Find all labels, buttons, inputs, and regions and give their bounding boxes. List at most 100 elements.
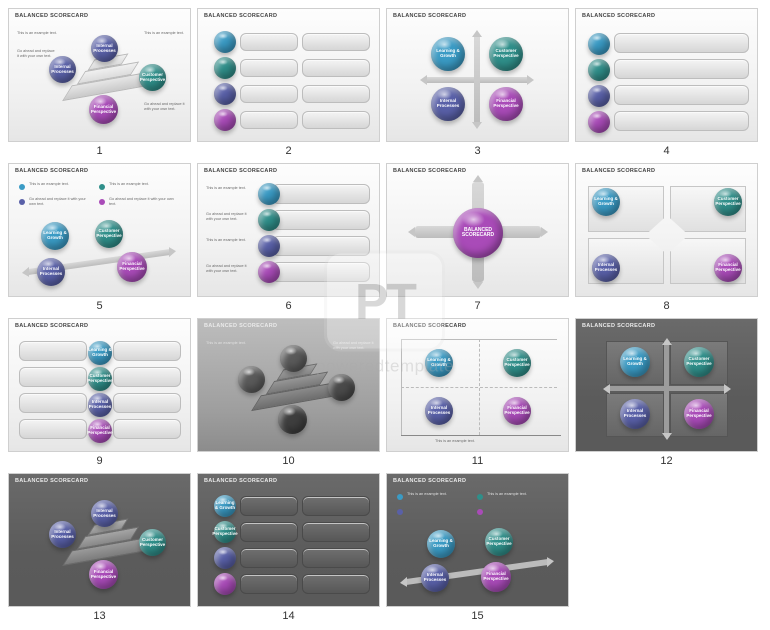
slide-7[interactable]: BALANCED SCORECARD BALANCED SCORECARD — [386, 163, 569, 297]
sphere-internal: Internal Processes — [620, 399, 650, 429]
sphere — [588, 33, 610, 55]
slide-10[interactable]: BALANCED SCORECARD This is an example te… — [197, 318, 380, 452]
slide-8[interactable]: BALANCED SCORECARD Learning & Growth Cus… — [575, 163, 758, 297]
bullet — [397, 494, 403, 500]
slide-cell: BALANCED SCORECARD Learning & Growth Cus… — [575, 318, 758, 467]
slide-number: 15 — [386, 610, 569, 622]
slide-13[interactable]: BALANCED SCORECARD Internal Processes In… — [8, 473, 191, 607]
txt: This is an example text. — [206, 186, 252, 191]
sphere — [214, 31, 236, 53]
slide-cell: BALANCED SCORECARD This is an example te… — [197, 318, 380, 467]
pill — [272, 236, 370, 256]
pill — [240, 33, 298, 51]
pill — [302, 59, 370, 77]
sphere-financial: Financial Perspective — [684, 399, 714, 429]
pill — [240, 496, 298, 516]
sphere — [238, 366, 265, 393]
sphere-internal: Internal Processes — [592, 254, 620, 282]
pill — [240, 574, 298, 594]
bullet — [477, 509, 483, 515]
axis-bottom — [401, 435, 561, 436]
slide-title: BALANCED SCORECARD — [393, 168, 466, 174]
sphere-learning: Learning & Growth — [592, 188, 620, 216]
pill — [614, 33, 749, 53]
slide-title: BALANCED SCORECARD — [204, 168, 277, 174]
sphere-internal: Internal Processes — [425, 397, 453, 425]
pill — [302, 496, 370, 516]
txt: Go ahead and replace it with your own te… — [206, 212, 252, 222]
sphere-financial: Financial Perspective — [489, 87, 523, 121]
pill — [19, 419, 87, 439]
slide-5[interactable]: BALANCED SCORECARD This is an example te… — [8, 163, 191, 297]
pill — [614, 59, 749, 79]
slide-title: BALANCED SCORECARD — [393, 13, 466, 19]
txt: This is an example text. — [29, 182, 89, 187]
pill — [113, 367, 181, 387]
sphere-financial: Financial Perspective — [503, 397, 531, 425]
sphere — [214, 57, 236, 79]
slide-number: 1 — [8, 145, 191, 157]
txt: Go ahead and replace it with your own te… — [17, 49, 57, 59]
sphere — [280, 345, 307, 372]
slide-cell: BALANCED SCORECARD 4 — [575, 8, 758, 157]
txt: Go ahead and replace it with your own te… — [206, 264, 252, 274]
slide-4[interactable]: BALANCED SCORECARD — [575, 8, 758, 142]
sphere-internal: Internal Processes — [91, 35, 118, 62]
slide-number: 10 — [197, 455, 380, 467]
pill — [113, 419, 181, 439]
slide-cell: BALANCED SCORECARD Learning & Growth Cus… — [575, 163, 758, 312]
pill — [272, 262, 370, 282]
slide-11[interactable]: BALANCED SCORECARD Learning & Growth Cus… — [386, 318, 569, 452]
slide-title: BALANCED SCORECARD — [582, 168, 655, 174]
bullet — [397, 509, 403, 515]
txt: Go ahead and replace it with your own te… — [333, 341, 375, 351]
pill — [302, 548, 370, 568]
pill — [272, 184, 370, 204]
pill — [113, 341, 181, 361]
slide-number: 13 — [8, 610, 191, 622]
slide-cell: BALANCED SCORECARD 2 — [197, 8, 380, 157]
arrow-v — [664, 345, 669, 433]
slide-number: 4 — [575, 145, 758, 157]
sphere: Financial Perspective — [481, 562, 511, 592]
sphere-customer: Customer Perspective — [503, 349, 531, 377]
pill — [240, 59, 298, 77]
slide-cell: BALANCED SCORECARD Learning & Growth Cus… — [197, 473, 380, 622]
slide-6[interactable]: BALANCED SCORECARD This is an example te… — [197, 163, 380, 297]
slide-title: BALANCED SCORECARD — [393, 478, 466, 484]
sphere-learning: Learning & Growth — [431, 37, 465, 71]
slide-number: 8 — [575, 300, 758, 312]
slide-title: BALANCED SCORECARD — [204, 323, 277, 329]
sphere-customer: Customer Perspective — [714, 188, 742, 216]
slide-3[interactable]: BALANCED SCORECARD Learning & Growth Cus… — [386, 8, 569, 142]
slide-number: 6 — [197, 300, 380, 312]
pill — [19, 393, 87, 413]
sphere: Learning & Growth — [427, 530, 455, 558]
sphere-internal: Internal Processes — [37, 258, 65, 286]
slide-title: BALANCED SCORECARD — [204, 13, 277, 19]
slide-cell: BALANCED SCORECARD This is an example te… — [197, 163, 380, 312]
sphere-internal2: Internal Processes — [49, 56, 76, 83]
slide-15[interactable]: BALANCED SCORECARD This is an example te… — [386, 473, 569, 607]
slide-9[interactable]: BALANCED SCORECARD Learning & Growth Cus… — [8, 318, 191, 452]
sphere-internal: Internal Processes — [88, 393, 112, 417]
slide-14[interactable]: BALANCED SCORECARD Learning & Growth Cus… — [197, 473, 380, 607]
sphere: Financial Perspective — [89, 560, 118, 589]
slide-number: 5 — [8, 300, 191, 312]
sphere: Customer Perspective — [139, 529, 166, 556]
pill — [19, 341, 87, 361]
txt: This is an example text. — [407, 492, 467, 497]
sphere-financial: Financial Perspective — [88, 419, 112, 443]
sphere: Customer Perspective — [214, 521, 236, 543]
pill — [240, 522, 298, 542]
sphere — [258, 209, 280, 231]
sphere: Internal Processes — [49, 521, 76, 548]
pill — [240, 85, 298, 103]
sphere: Customer Perspective — [485, 528, 513, 556]
slide-1[interactable]: BALANCED SCORECARD Internal Processes In… — [8, 8, 191, 142]
slide-title: BALANCED SCORECARD — [582, 323, 655, 329]
slide-2[interactable]: BALANCED SCORECARD — [197, 8, 380, 142]
bullet — [99, 184, 105, 190]
slide-12[interactable]: BALANCED SCORECARD Learning & Growth Cus… — [575, 318, 758, 452]
sphere-customer: Customer Perspective — [684, 347, 714, 377]
